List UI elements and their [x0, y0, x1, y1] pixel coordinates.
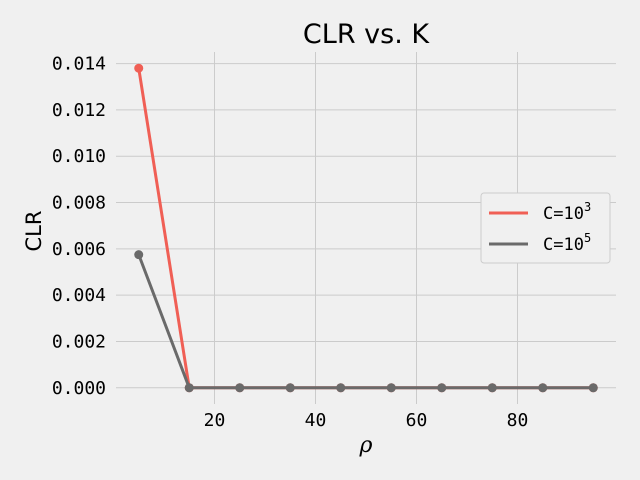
y-tick-label: 0.006 — [52, 239, 106, 260]
data-point — [487, 383, 497, 393]
y-axis-label: CLR — [22, 211, 46, 252]
x-tick-label: 60 — [406, 410, 428, 431]
x-tick-label: 20 — [204, 410, 226, 431]
data-point — [285, 383, 295, 393]
x-tick-label: 80 — [507, 410, 529, 431]
series-group — [134, 63, 598, 393]
grid-lines — [116, 52, 616, 404]
legend-label-series-1: C=103 — [543, 200, 591, 224]
y-tick-label: 0.008 — [52, 193, 106, 214]
data-point — [235, 383, 245, 393]
y-tick-label: 0.000 — [52, 378, 106, 399]
data-point — [386, 383, 396, 393]
data-point — [184, 383, 194, 393]
series-2 — [134, 250, 598, 393]
data-point — [336, 383, 346, 393]
legend-label-series-2: C=105 — [543, 231, 591, 255]
x-tick-label: 40 — [305, 410, 327, 431]
x-axis-label: ρ — [359, 433, 373, 458]
y-tick-label: 0.012 — [52, 100, 106, 121]
data-point — [437, 383, 447, 393]
y-tick-label: 0.014 — [52, 54, 106, 75]
legend: C=103 C=105 — [480, 192, 611, 264]
data-point — [134, 63, 144, 73]
y-tick-labels: 0.000 0.002 0.004 0.006 0.008 0.010 0.012 0.014 — [52, 54, 106, 399]
data-point — [588, 383, 598, 393]
series-line — [137, 254, 594, 390]
y-tick-label: 0.010 — [52, 146, 106, 167]
data-point — [538, 383, 548, 393]
y-tick-label: 0.002 — [52, 331, 106, 352]
data-point — [134, 250, 144, 260]
y-tick-label: 0.004 — [52, 285, 106, 306]
x-tick-labels: 20 40 60 80 — [204, 410, 529, 431]
chart-title: CLR vs. K — [303, 19, 430, 50]
